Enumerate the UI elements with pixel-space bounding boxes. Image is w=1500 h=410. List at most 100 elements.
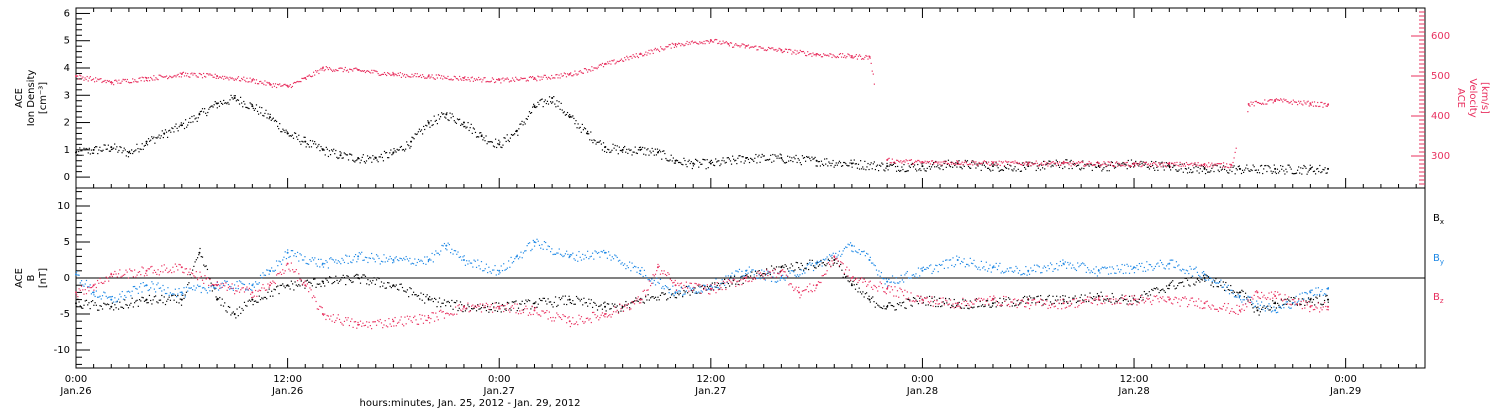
by-sample (990, 271, 992, 273)
density-sample (629, 149, 631, 152)
by-sample (945, 259, 947, 261)
density-sample (1125, 164, 1127, 166)
by-sample (1058, 265, 1060, 267)
density-sample (661, 158, 663, 160)
velocity-sample (864, 56, 866, 58)
by-sample (891, 275, 894, 277)
velocity-sample (246, 77, 248, 79)
velocity-sample (383, 71, 386, 74)
velocity-sample (416, 73, 418, 75)
bz-sample (241, 287, 243, 289)
velocity-sample (1034, 162, 1036, 165)
velocity-sample (1076, 162, 1079, 164)
bx-sample (599, 305, 601, 307)
bz-sample (362, 322, 364, 324)
density-sample (1134, 164, 1136, 166)
density-sample (592, 141, 594, 144)
bz-sample (103, 282, 105, 284)
by-sample (138, 286, 141, 288)
by-sample (1240, 299, 1242, 301)
bx-sample (670, 294, 673, 296)
bx-sample (1177, 285, 1179, 287)
by-sample (837, 254, 839, 256)
bz-sample (111, 275, 113, 278)
bx-sample (795, 261, 797, 264)
velocity-sample (836, 55, 838, 58)
density-point (339, 154, 342, 157)
by-sample (320, 258, 322, 261)
bx-sample (374, 283, 376, 285)
velocity-sample (1319, 105, 1321, 107)
velocity-sample (85, 78, 87, 81)
density-sample (868, 168, 870, 171)
density-sample (584, 128, 587, 130)
bx-sample (416, 295, 418, 297)
by-sample (570, 254, 573, 256)
bx-point (604, 305, 607, 308)
velocity-sample (1181, 163, 1183, 165)
velocity-sample (1305, 103, 1307, 105)
velocity-sample (1261, 103, 1263, 105)
velocity-sample (944, 162, 946, 164)
bx-sample (394, 285, 396, 288)
velocity-sample (1090, 162, 1092, 164)
bz-sample (182, 271, 184, 273)
velocity-sample (269, 84, 271, 86)
velocity-sample (567, 74, 570, 76)
velocity-sample (963, 161, 965, 164)
velocity-sample (1021, 164, 1024, 166)
velocity-sample (1116, 161, 1118, 163)
bx-sample (1288, 299, 1290, 301)
velocity-sample (1191, 162, 1193, 164)
by-sample (873, 264, 875, 266)
density-sample (351, 154, 353, 156)
velocity-sample (1003, 165, 1006, 167)
velocity-sample (482, 79, 484, 81)
bx-sample (1215, 278, 1217, 280)
velocity-sample (140, 80, 142, 82)
density-sample (861, 168, 863, 170)
by-sample (663, 288, 665, 290)
by-sample (275, 260, 278, 262)
by-sample (493, 269, 495, 271)
bx-sample (148, 294, 151, 297)
velocity-sample (680, 45, 682, 47)
bx-sample (1049, 301, 1052, 303)
density-sample (432, 124, 434, 126)
bz-sample (311, 297, 313, 299)
density-sample (315, 143, 317, 145)
velocity-sample (956, 160, 958, 162)
velocity-sample (532, 75, 534, 78)
velocity-sample (739, 46, 741, 48)
bz-sample (216, 281, 218, 283)
density-sample (671, 160, 673, 162)
density-sample (1179, 163, 1181, 165)
velocity-sample (776, 50, 778, 52)
velocity-sample (889, 162, 891, 164)
density-sample (588, 133, 590, 135)
bx-sample (166, 300, 168, 302)
bx-sample (1156, 287, 1158, 289)
by-sample (314, 257, 316, 259)
density-sample (190, 121, 192, 124)
by-sample (509, 266, 511, 268)
by-point (886, 280, 889, 283)
by-sample (485, 263, 488, 265)
bz-sample (219, 287, 221, 289)
density-sample (897, 165, 899, 168)
by-sample (858, 249, 860, 251)
by-sample (907, 277, 910, 279)
velocity-sample (675, 46, 678, 48)
velocity-sample (574, 70, 576, 72)
density-sample (1309, 164, 1311, 166)
by-sample (826, 256, 828, 258)
by-sample (689, 287, 691, 289)
by-sample (1021, 273, 1023, 276)
by-sample (1057, 269, 1059, 271)
density-sample (662, 150, 664, 152)
velocity-sample (599, 63, 601, 66)
velocity-sample (707, 40, 709, 42)
density-sample (186, 126, 188, 128)
density-sample (1325, 172, 1327, 174)
density-sample (959, 166, 961, 168)
